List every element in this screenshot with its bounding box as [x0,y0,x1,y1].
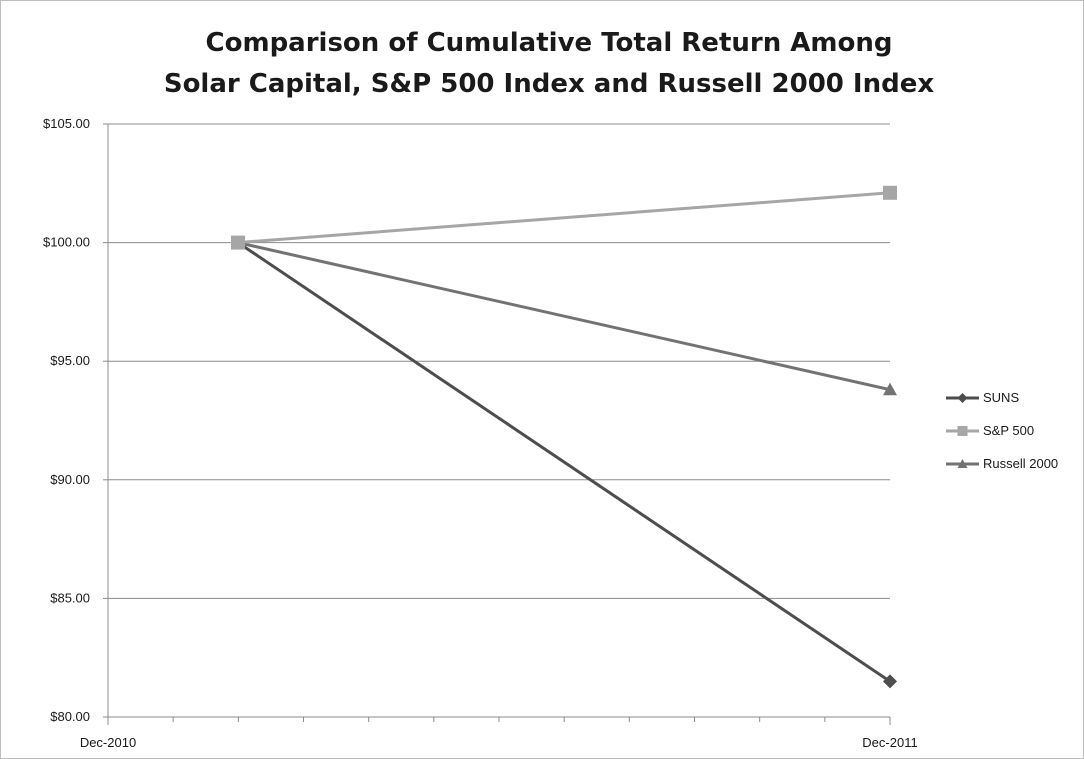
y-tick-label: $105.00 [43,116,90,131]
y-tick-label: $90.00 [50,472,90,487]
chart-title: Comparison of Cumulative Total Return Am… [164,28,935,99]
x-tick-label: Dec-2010 [80,735,136,750]
data-point-suns [883,674,897,689]
legend-label-suns: SUNS [983,390,1019,405]
legend-label-s-p-500: S&P 500 [983,423,1034,438]
legend: SUNS S&P 500 Russell 2000 [946,390,1058,471]
axes: $80.00 $85.00 $90.00 $95.00 $100.00 $105.00 De… [43,116,918,750]
data-point-s-p-500 [231,235,245,250]
legend-marker-russell-2000 [957,459,968,468]
x-tick-label: Dec-2011 [862,735,917,750]
chart-title-line-2: Solar Capital, S&P 500 Index and Russell… [164,69,935,99]
chart-title-line-1: Comparison of Cumulative Total Return Am… [206,28,893,58]
data-point-russell-2000 [883,382,897,396]
series-lines [231,185,897,689]
series-line-russell-2000 [237,241,891,392]
legend-label-russell-2000: Russell 2000 [983,456,1058,471]
y-tick-label: $95.00 [50,353,90,368]
data-point-s-p-500 [883,185,897,200]
y-tick-label: $85.00 [50,590,90,605]
y-tick-label: $80.00 [50,709,90,724]
y-tick-label: $100.00 [43,235,90,250]
legend-marker-s-p-500 [957,426,968,436]
legend-marker-suns [957,393,968,403]
series-line-suns [237,241,891,683]
gridlines [108,123,890,718]
series-line-s-p-500 [237,191,891,245]
